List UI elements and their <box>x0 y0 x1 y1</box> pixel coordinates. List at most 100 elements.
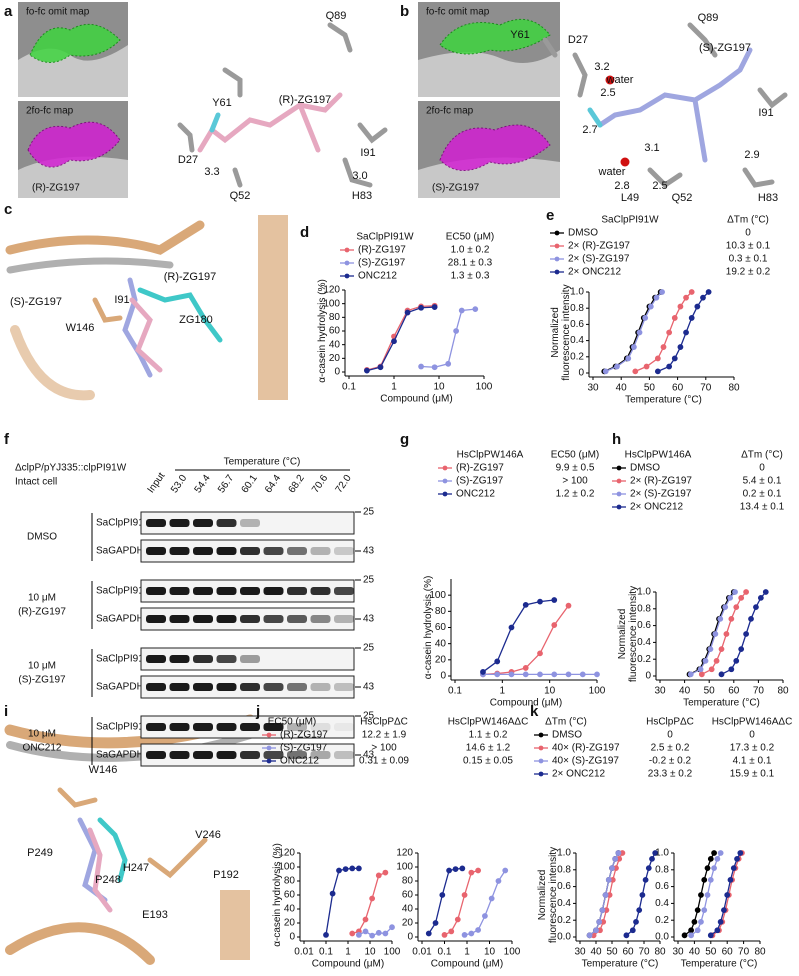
band <box>169 547 190 555</box>
residue-label: W146 <box>66 322 95 334</box>
y-tick-label: 40 <box>284 904 296 915</box>
data-point <box>718 671 725 678</box>
legend-label: ONC212 <box>358 271 397 282</box>
data-point <box>494 658 501 665</box>
residue-label: Q89 <box>698 12 719 24</box>
band <box>263 615 284 623</box>
data-point <box>707 876 714 883</box>
y-axis-label: Normalizedfluorescence intensity <box>537 847 559 943</box>
y-axis-label: α-casein hydrolysis (%) <box>317 279 328 383</box>
y-tick-label: 0 <box>440 671 446 682</box>
data-point <box>431 304 438 310</box>
band <box>216 723 237 731</box>
x-tick-label: 100 <box>476 382 493 393</box>
x-axis-label: Temperature (°C) <box>683 698 760 709</box>
data-point <box>614 363 620 370</box>
data-point <box>458 307 465 314</box>
y-tick-label: 20 <box>329 353 341 364</box>
data-point <box>717 918 724 925</box>
band <box>334 655 354 663</box>
band <box>263 587 284 595</box>
data-point <box>718 646 725 653</box>
legend-label: 2× (R)-ZG197 <box>630 476 692 487</box>
residue-label: (S)-ZG197 <box>699 42 751 54</box>
x-tick-label: 60 <box>622 947 634 958</box>
legend-value: 0.15 ± 0.05 <box>463 756 513 767</box>
map-label: fo-fc omit map <box>26 7 90 18</box>
x-tick-label: 100 <box>589 686 606 697</box>
data-point <box>375 929 382 936</box>
x-tick-label: 0.01 <box>294 947 314 958</box>
legend-value: -0.2 ± 0.2 <box>649 756 692 767</box>
condition-label: ONC212 <box>23 743 62 754</box>
legend-title: EC50 (μM) <box>268 717 317 728</box>
residue-label: Q89 <box>326 10 347 22</box>
y-tick-label: 1.0 <box>557 848 571 859</box>
data-point <box>551 671 558 678</box>
y-tick-label: 0.4 <box>557 898 571 909</box>
legend-marker <box>616 504 622 510</box>
lane-label: 53.0 <box>169 473 189 496</box>
data-point <box>762 589 769 595</box>
y-tick-label: 100 <box>396 862 413 873</box>
x-tick-label: 30 <box>672 947 684 958</box>
data-point <box>711 865 717 872</box>
data-point <box>630 344 637 350</box>
band <box>193 519 213 527</box>
x-tick-label: 80 <box>777 686 789 697</box>
data-point <box>625 355 632 362</box>
data-point <box>468 869 475 876</box>
data-point <box>733 604 740 611</box>
residue-label: W146 <box>89 764 118 776</box>
data-point <box>636 329 643 336</box>
data-point <box>694 303 701 310</box>
residue-label: E193 <box>142 909 168 921</box>
data-point <box>596 918 603 925</box>
band <box>311 655 331 663</box>
residue-label: I91 <box>360 147 375 159</box>
residue-label: H83 <box>352 190 372 202</box>
series-line <box>421 308 476 368</box>
data-point <box>722 604 729 611</box>
band <box>216 547 237 555</box>
legend-value: 4.1 ± 0.1 <box>733 756 772 767</box>
data-point <box>653 294 660 301</box>
data-point <box>642 876 649 883</box>
band <box>169 723 190 731</box>
y-tick-label: 0 <box>407 932 413 943</box>
y-tick-label: 60 <box>284 890 296 901</box>
context-label: Intact cell <box>15 477 57 488</box>
y-tick-label: 0.6 <box>637 620 651 631</box>
data-point <box>643 363 650 370</box>
legend-value: 0 <box>667 730 673 741</box>
y-tick-label: 0.0 <box>557 932 571 943</box>
legend-marker <box>538 732 544 738</box>
data-point <box>694 907 701 914</box>
residue-label: 2.9 <box>744 149 759 161</box>
panel-label: c <box>4 201 12 218</box>
residue-label: I91 <box>758 107 773 119</box>
x-tick-label: 100 <box>504 947 521 958</box>
legend-header: HsClpPW146A <box>457 450 524 461</box>
data-point <box>753 604 759 611</box>
data-point <box>425 930 432 937</box>
band <box>146 655 166 663</box>
data-point <box>586 932 593 939</box>
legend-value: 13.4 ± 0.1 <box>740 502 785 513</box>
condition-label: DMSO <box>27 532 57 543</box>
legend-header: SaClpPI91W <box>356 232 414 243</box>
legend-value: 28.1 ± 0.3 <box>448 258 493 269</box>
y-tick-label: 100 <box>278 862 295 873</box>
band <box>193 723 213 731</box>
data-point <box>659 289 665 295</box>
data-point <box>605 876 612 883</box>
legend-value: 12.2 ± 1.9 <box>362 730 407 741</box>
legend-value: 1.3 ± 0.3 <box>451 271 490 282</box>
data-point <box>441 932 448 938</box>
data-point <box>738 594 745 601</box>
band <box>193 587 213 595</box>
band <box>334 615 354 623</box>
residue-label: water <box>606 74 634 86</box>
x-tick-label: 0.1 <box>342 382 356 393</box>
